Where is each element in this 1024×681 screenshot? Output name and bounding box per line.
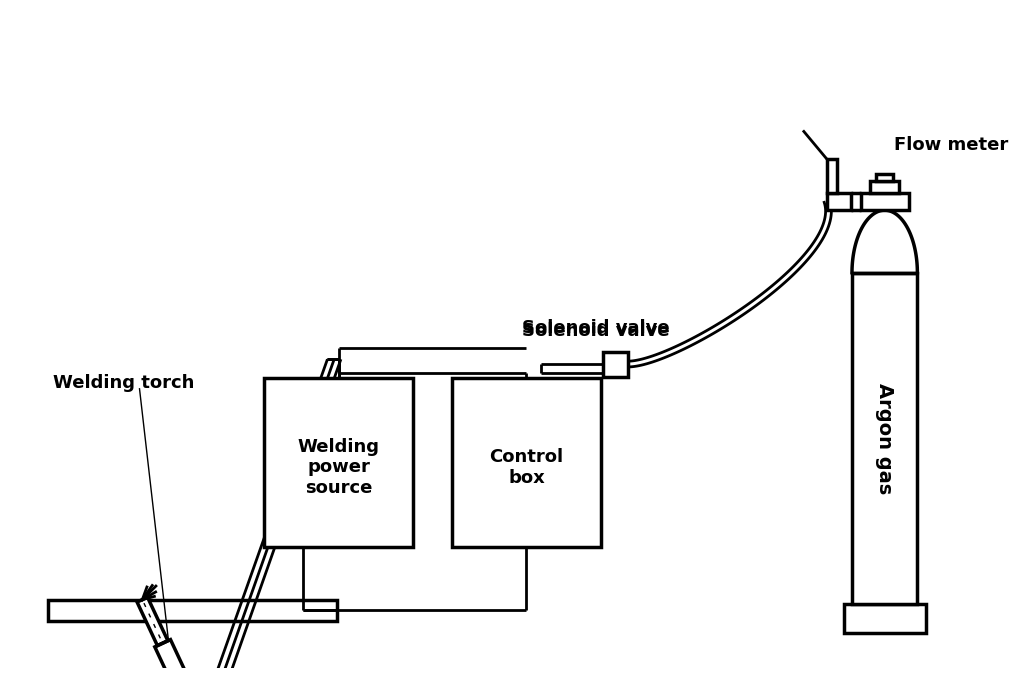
Polygon shape xyxy=(137,597,168,646)
Text: Welding
power
source: Welding power source xyxy=(298,438,380,497)
Polygon shape xyxy=(155,639,195,681)
Text: Argon gas: Argon gas xyxy=(876,383,894,494)
Bar xyxy=(827,193,851,210)
Text: Solenoid valve: Solenoid valve xyxy=(522,319,670,337)
Text: Flow meter: Flow meter xyxy=(894,136,1009,154)
Bar xyxy=(48,600,337,621)
Text: Control
box: Control box xyxy=(489,448,563,487)
Text: Solenoid valve: Solenoid valve xyxy=(522,322,670,340)
Bar xyxy=(860,193,908,210)
Bar xyxy=(852,272,918,605)
Bar xyxy=(603,351,628,377)
Bar xyxy=(264,379,414,547)
Bar xyxy=(844,605,926,633)
Text: Welding torch: Welding torch xyxy=(53,375,195,392)
Bar xyxy=(870,181,899,193)
Bar xyxy=(876,174,893,181)
Bar xyxy=(452,379,601,547)
Bar xyxy=(827,159,837,193)
